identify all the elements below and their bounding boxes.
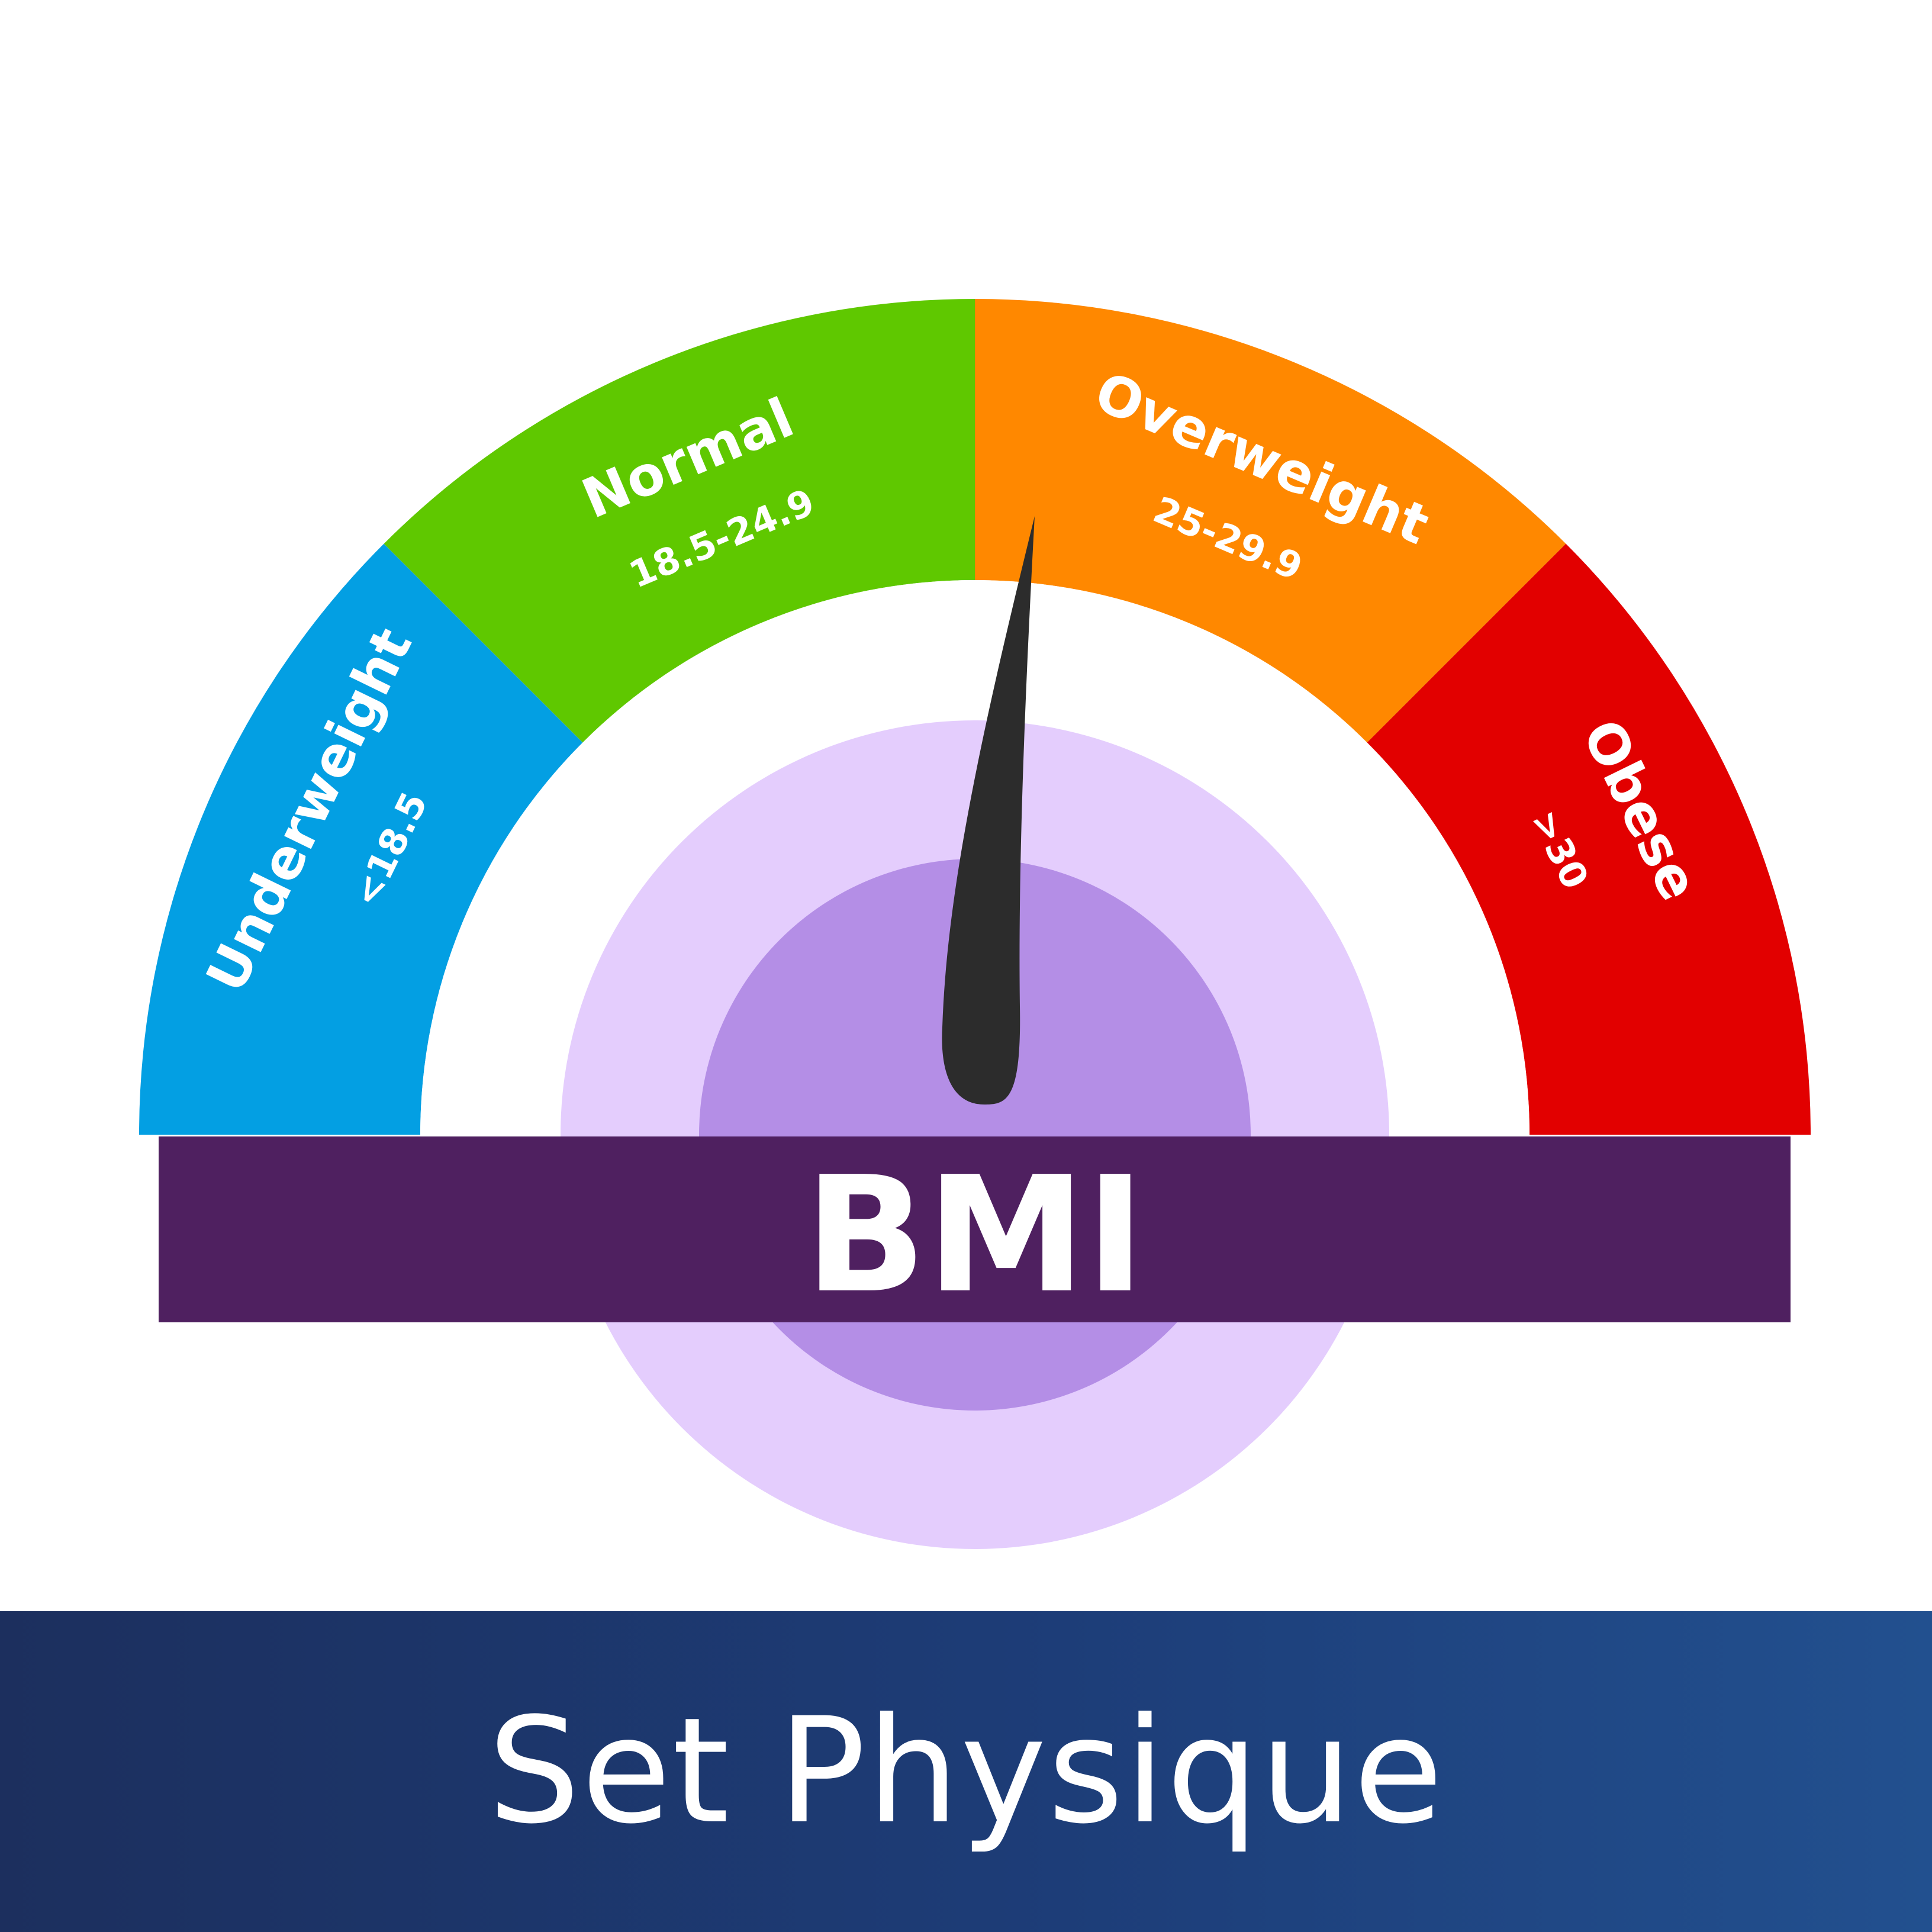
footer-banner[interactable]: Set Physique <box>0 1611 1932 1932</box>
gauge-segments <box>139 299 1811 1135</box>
gauge-title: BMI <box>805 1142 1145 1328</box>
gauge-segment-underweight <box>139 543 583 1135</box>
gauge-segment-overweight <box>975 299 1566 743</box>
footer-title: Set Physique <box>488 1687 1444 1856</box>
bmi-band <box>159 1136 1791 1322</box>
gauge-segment-normal <box>384 299 975 743</box>
needle-icon <box>942 516 1035 1105</box>
gauge-segment-obese <box>1367 543 1811 1135</box>
